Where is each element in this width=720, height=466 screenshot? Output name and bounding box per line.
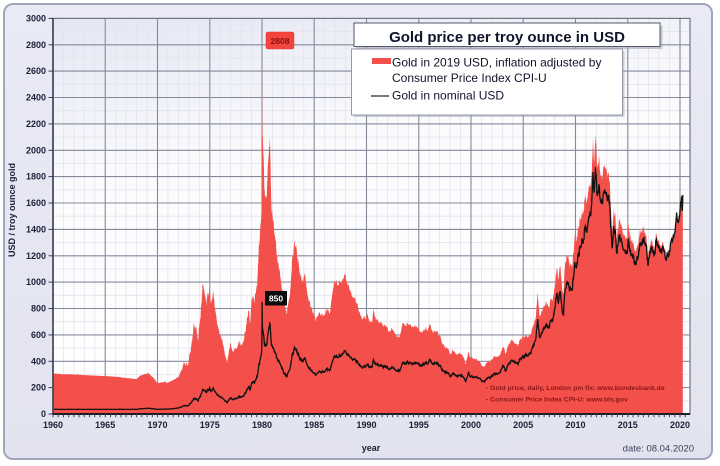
svg-text:1975: 1975 [200,420,220,430]
svg-text:2015: 2015 [618,420,638,430]
svg-text:600: 600 [31,330,46,340]
svg-text:Gold in 2019 USD, inflation ad: Gold in 2019 USD, inflation adjusted by [392,55,601,69]
svg-text:2400: 2400 [26,93,46,103]
svg-text:2005: 2005 [513,420,533,430]
svg-text:2000: 2000 [26,145,46,155]
svg-text:USD / troy ounce gold: USD / troy ounce gold [7,163,17,257]
svg-text:200: 200 [31,383,46,393]
svg-text:0: 0 [41,409,46,419]
svg-text:1990: 1990 [356,420,376,430]
svg-text:2020: 2020 [670,420,690,430]
svg-text:1600: 1600 [26,198,46,208]
svg-text:1800: 1800 [26,172,46,182]
svg-text:1965: 1965 [95,420,115,430]
svg-text:2200: 2200 [26,119,46,129]
svg-text:- Consumer Price Index CPI-U:: - Consumer Price Index CPI-U: www.bls.go… [486,397,628,404]
svg-text:1980: 1980 [252,420,272,430]
svg-text:date: 08.04.2020: date: 08.04.2020 [623,444,694,455]
svg-text:Gold in nominal USD: Gold in nominal USD [392,89,504,103]
svg-text:3000: 3000 [26,14,46,24]
svg-text:1400: 1400 [26,225,46,235]
svg-text:1000: 1000 [26,277,46,287]
svg-text:800: 800 [31,304,46,314]
svg-text:2808: 2808 [271,36,290,46]
svg-text:1985: 1985 [304,420,324,430]
svg-text:2010: 2010 [565,420,585,430]
svg-text:1970: 1970 [147,420,167,430]
svg-text:1200: 1200 [26,251,46,261]
svg-text:Consumer Price Index CPI-U: Consumer Price Index CPI-U [392,71,547,85]
svg-text:850: 850 [269,294,283,304]
svg-text:1960: 1960 [43,420,63,430]
svg-text:1995: 1995 [409,420,429,430]
svg-text:2800: 2800 [26,40,46,50]
svg-text:2000: 2000 [461,420,481,430]
svg-text:- Gold price, daily, London pm: - Gold price, daily, London pm fix: www.… [486,385,665,392]
svg-text:2600: 2600 [26,66,46,76]
svg-text:Gold price per troy ounce in U: Gold price per troy ounce in USD [389,29,625,46]
svg-text:400: 400 [31,356,46,366]
svg-text:year: year [362,443,381,453]
